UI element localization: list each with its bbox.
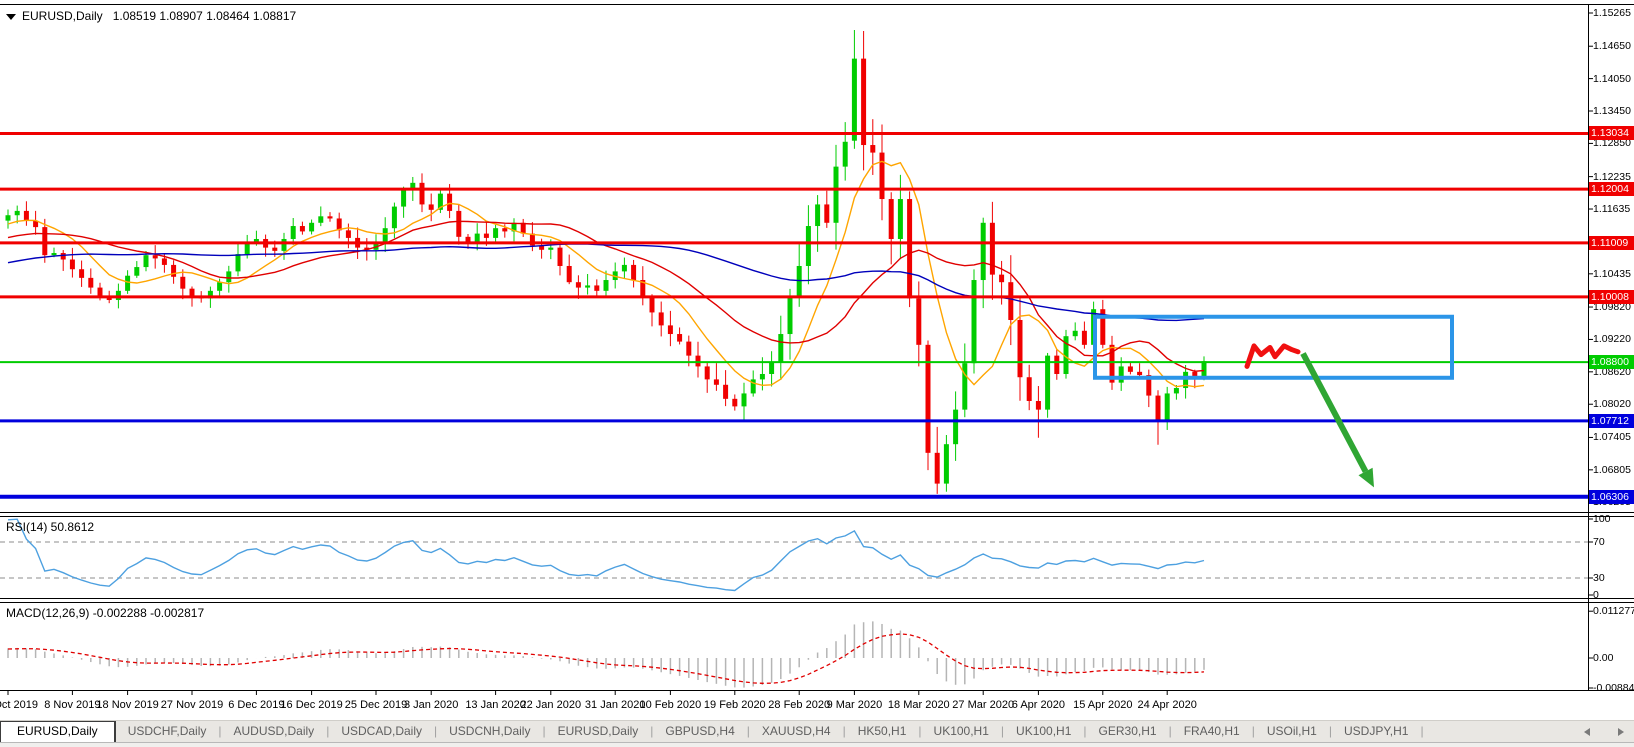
date-tick-label: 27 Mar 2020 (952, 699, 1015, 711)
date-tick-label: 27 Nov 2019 (160, 699, 224, 711)
date-tick-label: 13 Jan 2020 (465, 699, 526, 711)
tab-separator: | (1328, 724, 1332, 738)
date-tick-label: 30 Oct 2019 (0, 699, 38, 711)
tab-separator: | (434, 724, 438, 738)
chart-tabs: EURUSD,Daily USDCHF,Daily | AUDUSD,Daily | US… (0, 721, 1424, 742)
tab-separator: | (918, 724, 922, 738)
chart-tab-hk50-h1[interactable]: HK50,H1 (857, 724, 907, 738)
projection-zigzag (1244, 343, 1301, 369)
rsi-tick-label: 70 (1593, 536, 1605, 548)
date-tick-label: 31 Jan 2020 (584, 699, 646, 711)
chart-tab-usdcnh-daily[interactable]: USDCNH,Daily (449, 724, 531, 738)
price-tick-label: 1.13450 (1593, 105, 1631, 117)
price-level-badge: 1.06306 (1589, 489, 1634, 504)
date-tick-label: 18 Nov 2019 (96, 699, 159, 711)
date-tick-label: 6 Apr 2020 (1011, 699, 1065, 711)
date-tick-label: 28 Feb 2020 (768, 699, 831, 711)
tab-separator: | (842, 724, 846, 738)
rsi-tick-label: 0 (1593, 589, 1599, 601)
price-tick-label: 1.14650 (1593, 40, 1631, 53)
tab-scroll-left-icon[interactable] (1584, 728, 1590, 736)
rsi-tick-label: 100 (1593, 513, 1611, 525)
chart-tab-usdchf-daily[interactable]: USDCHF,Daily (127, 724, 207, 738)
price-tick-label: 1.15265 (1593, 7, 1631, 19)
chart-header: EURUSD,Daily 1.08519 1.08907 1.08464 1.08… (6, 9, 296, 23)
tab-separator: | (1251, 724, 1255, 738)
chart-tab-eurusd-daily[interactable]: EURUSD,Daily (557, 724, 639, 738)
date-tick-label: 24 Apr 2020 (1137, 699, 1197, 711)
date-tick-label: 6 Dec 2019 (228, 699, 285, 711)
down-arrow-head (1358, 467, 1374, 488)
date-tick-label: 15 Apr 2020 (1073, 699, 1133, 711)
macd-tick-label: -0.008845 (1593, 682, 1634, 694)
price-tick-label: 1.14050 (1593, 72, 1631, 85)
date-tick-label: 9 Mar 2020 (826, 699, 883, 711)
chart-tab-fra40-h1[interactable]: FRA40,H1 (1183, 724, 1240, 738)
tab-scroll-right-icon[interactable] (1618, 728, 1624, 736)
rsi-label: RSI(14) 50.8612 (6, 520, 95, 534)
macd-tick-label: 0.00 (1593, 652, 1614, 664)
date-tick-label: 8 Nov 2019 (44, 699, 101, 711)
price-tick-label: 1.11635 (1593, 203, 1631, 216)
date-tick-label: 22 Jan 2020 (520, 699, 582, 711)
price-tick-label: 1.12235 (1593, 170, 1631, 183)
tab-separator: | (1083, 724, 1087, 738)
rsi-tick-label: 30 (1593, 572, 1605, 584)
chart-tab-xauusd-h4[interactable]: XAUUSD,H4 (761, 724, 831, 738)
price-level-badge: 1.07712 (1589, 413, 1634, 428)
price-level-badge: 1.11009 (1589, 235, 1634, 250)
symbol-title: EURUSD,Daily (22, 9, 103, 23)
chart-tab-audusd-daily[interactable]: AUDUSD,Daily (233, 724, 315, 738)
price-level-badge: 1.13034 (1589, 126, 1634, 141)
tab-separator: | (650, 724, 654, 738)
chart-tab-ger30-h1[interactable]: GER30,H1 (1098, 724, 1157, 738)
price-level-badge: 1.10008 (1589, 289, 1634, 304)
chart-tab-eurusd-daily[interactable]: EURUSD,Daily (0, 721, 116, 742)
tab-separator: | (1000, 724, 1005, 738)
price-level-badge: 1.08800 (1589, 355, 1634, 370)
date-tick-label: 25 Dec 2019 (344, 699, 408, 711)
macd-label: MACD(12,26,9) -0.002288 -0.002817 (6, 606, 205, 620)
chart-tab-usdcad-daily[interactable]: USDCAD,Daily (341, 724, 422, 738)
chart-tab-uk100-h1[interactable]: UK100,H1 (933, 724, 989, 738)
chart-tab-usdjpy-h1[interactable]: USDJPY,H1 (1343, 724, 1409, 738)
tab-separator: | (542, 724, 546, 738)
chart-tab-gbpusd-h4[interactable]: GBPUSD,H4 (665, 724, 735, 738)
price-tick-label: 1.10435 (1593, 267, 1631, 280)
tab-separator: | (1168, 724, 1172, 738)
candlesticks (5, 30, 1207, 494)
price-tick-label: 1.07405 (1593, 431, 1631, 444)
price-tick-label: 1.09220 (1593, 333, 1631, 346)
fast-ma-line (7, 160, 1205, 388)
price-tick-label: 1.06805 (1593, 463, 1631, 476)
rsi-line (7, 518, 1205, 592)
tab-separator: | (326, 724, 330, 738)
date-tick-label: 18 Mar 2020 (887, 699, 950, 711)
price-tick-label: 1.08020 (1593, 398, 1631, 411)
range-box (1093, 314, 1454, 380)
symbol-dropdown-icon[interactable] (6, 14, 16, 20)
date-tick-label: 10 Feb 2020 (639, 699, 702, 711)
date-tick-label: 19 Feb 2020 (703, 699, 766, 711)
tab-scroll-buttons (1584, 728, 1624, 736)
tab-separator: | (218, 724, 222, 738)
ohlc-readout: 1.08519 1.08907 1.08464 1.08817 (112, 9, 297, 23)
date-tick-label: 3 Jan 2020 (403, 699, 459, 711)
chart-tab-bar: EURUSD,Daily USDCHF,Daily | AUDUSD,Daily | US… (0, 720, 1634, 742)
price-level-badge: 1.12004 (1589, 182, 1634, 197)
down-arrow (1300, 352, 1369, 473)
chart-tab-uk100-h1[interactable]: UK100,H1 (1016, 724, 1072, 738)
tab-separator: | (1420, 724, 1424, 738)
tab-separator: | (746, 724, 750, 738)
chart-tab-usoil-h1[interactable]: USOil,H1 (1266, 724, 1317, 738)
date-tick-label: 16 Dec 2019 (280, 699, 343, 711)
macd-tick-label: 0.011277 (1593, 605, 1634, 618)
price-tick-label: 1.09820 (1593, 301, 1631, 314)
bottom-strip (0, 742, 1634, 747)
